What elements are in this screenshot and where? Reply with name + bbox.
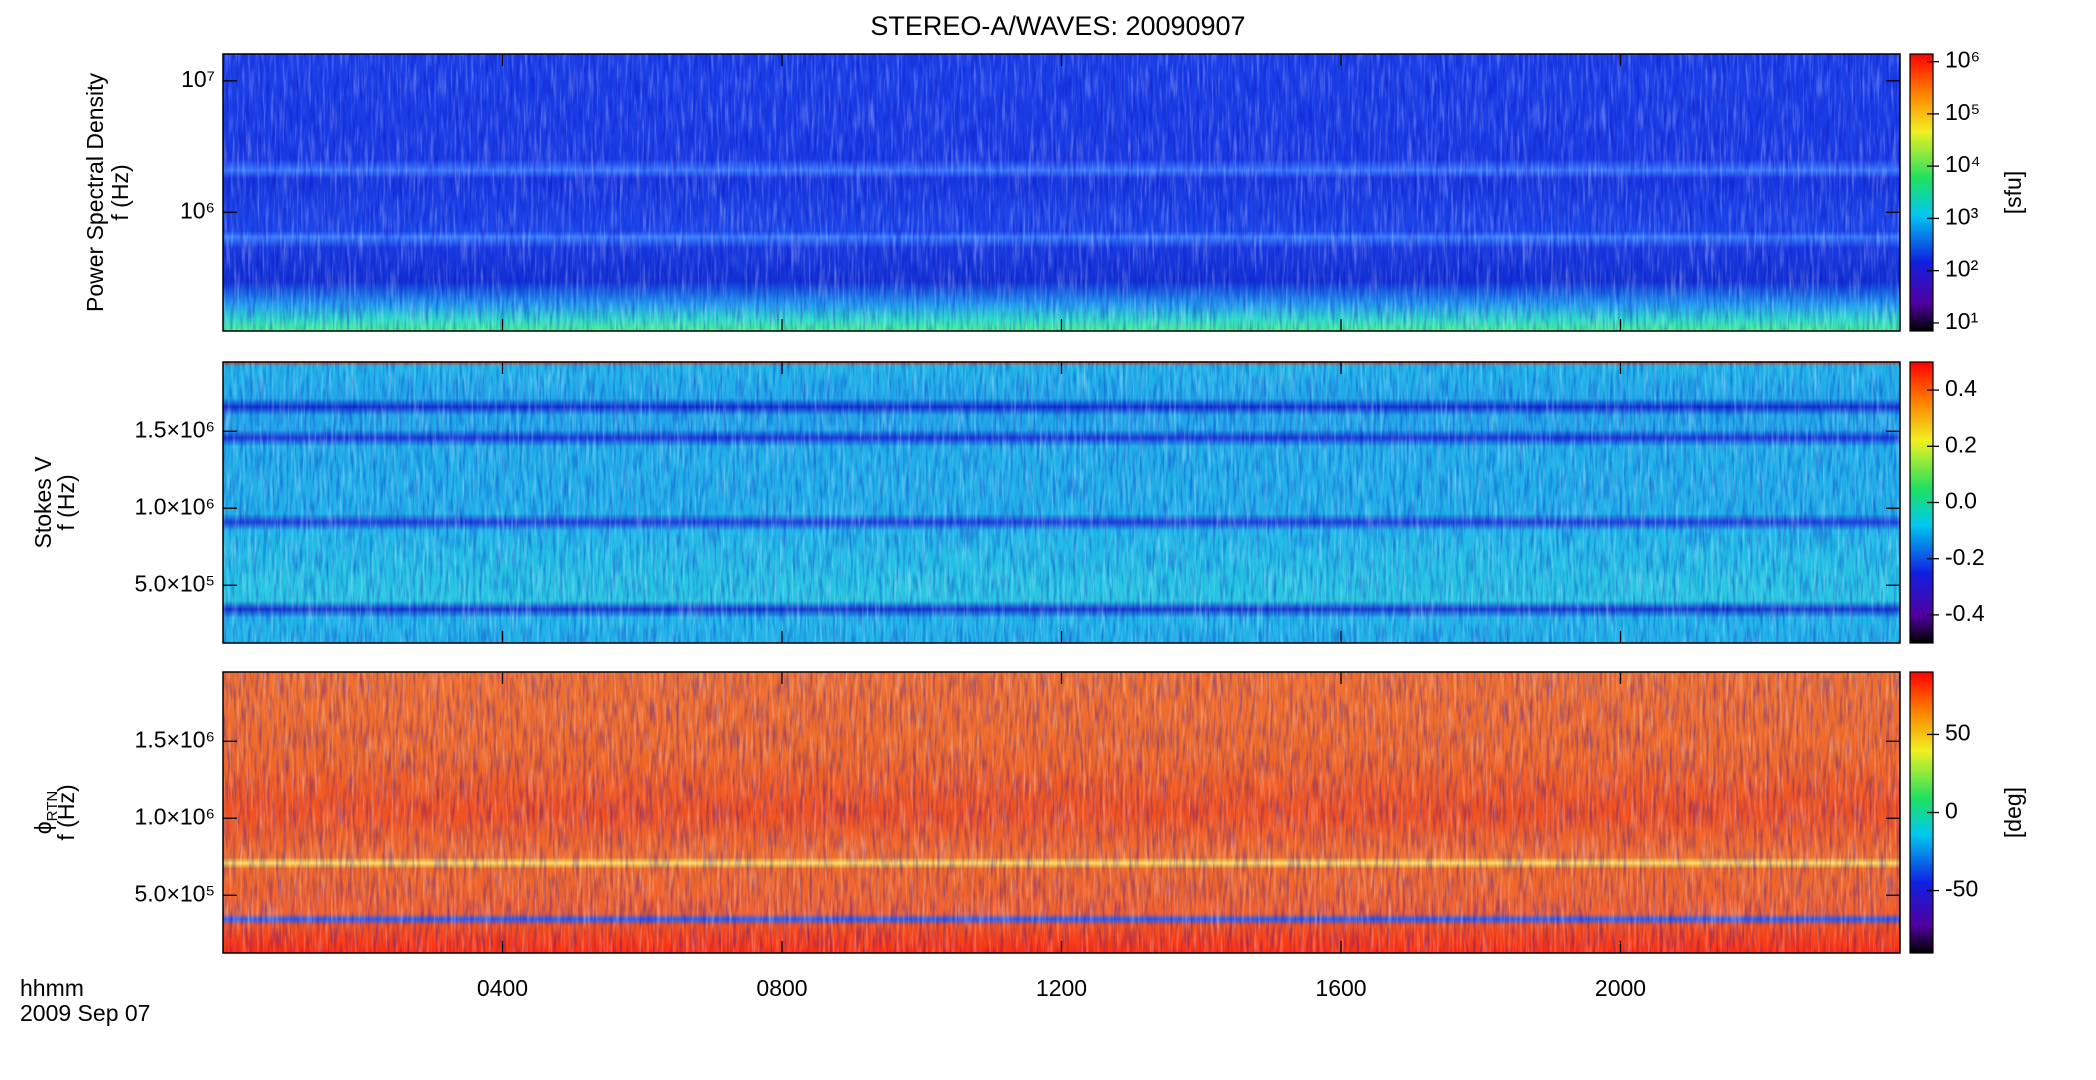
y-axis-label: Stokes V [30,456,56,549]
colorbar-label: [deg] [2000,787,2026,838]
colorbar-tick-label: 10² [1945,256,1979,282]
y-axis-label-text: Power Spectral Density [82,72,108,312]
y-axis-label-text: ϕ [30,821,56,834]
colorbar-tick-label: 10⁵ [1945,99,1980,125]
colorbar-tick-label: 10¹ [1945,308,1979,334]
colorbar-tick-label: 0.4 [1945,375,1977,401]
colorbar-tick-label: -0.2 [1945,544,1985,570]
y-tick-label: 5.0×10⁵ [134,570,215,596]
colorbar [1909,53,1934,332]
colorbar-label: [sfu] [2000,171,2026,214]
spectrogram-texture [223,672,1900,953]
y-tick-label: 10⁶ [180,197,215,223]
spectrogram-texture [223,54,1900,331]
y-tick-label: 1.5×10⁶ [135,726,215,752]
x-tick-label: 0400 [477,975,528,1001]
y-axis-unit: f (Hz) [107,164,133,220]
chart-title: STEREO-A/WAVES: 20090907 [870,11,1245,41]
y-axis-label: Power Spectral Density [82,72,108,312]
y-tick-label: 10⁷ [181,66,215,92]
colorbar-tick-label: 10³ [1945,203,1979,229]
x-tick-label: 1600 [1315,975,1366,1001]
x-tick-label: 0800 [756,975,807,1001]
colorbar-tick-label: 10⁶ [1945,47,1980,73]
y-axis-label-sub: RTN [44,791,61,822]
y-tick-label: 1.0×10⁶ [135,803,215,829]
colorbar-tick-label: 10⁴ [1945,151,1980,177]
colorbar-tick-label: 0.2 [1945,431,1977,457]
colorbar-tick-label: -0.4 [1945,600,1985,626]
y-axis-label-text: Stokes V [30,456,56,549]
y-tick-label: 5.0×10⁵ [134,880,215,906]
y-tick-label: 1.5×10⁶ [135,416,215,442]
date-label: 2009 Sep 07 [20,1000,150,1026]
x-tick-label: 2000 [1595,975,1646,1001]
y-tick-label: 1.0×10⁶ [135,493,215,519]
x-tick-label: 1200 [1036,975,1087,1001]
colorbar-tick-label: 0.0 [1945,488,1977,514]
spectrogram-texture [223,362,1900,643]
colorbar-tick-label: 50 [1945,720,1971,746]
colorbar-tick-label: -50 [1945,876,1978,902]
y-axis-unit: f (Hz) [53,474,79,530]
x-axis-label: hhmm [20,975,84,1001]
y-axis-unit: f (Hz) [53,784,79,840]
y-axis-label: ϕRTN [30,791,61,834]
colorbar-tick-label: 0 [1945,798,1958,824]
